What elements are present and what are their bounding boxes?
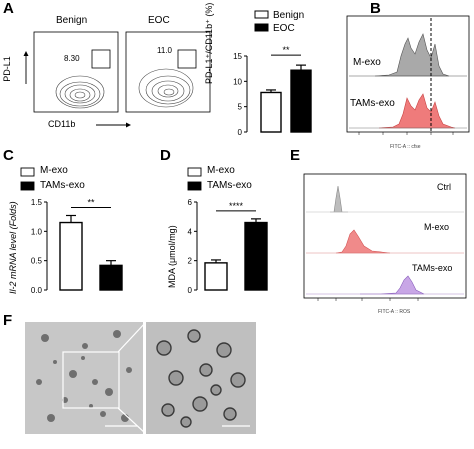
gate-value-eoc: 11.0 [157, 46, 172, 55]
histogram-m-exo [335, 229, 391, 254]
bar-tams-exo [99, 264, 123, 291]
flow-title-eoc: EOC [148, 15, 170, 26]
histogram-tams-exo [360, 275, 425, 295]
flow-title-benign: Benign [56, 15, 88, 26]
flow-x-axis-label: CD11b [48, 119, 76, 129]
flow-plot-benign [33, 31, 119, 113]
histogram-tams-exo [378, 93, 456, 129]
panel-d-legend-tams-exo: TAMs-exo [207, 180, 252, 191]
y-tick-label: 4 [188, 227, 193, 236]
chart-a-bars: Benign EOC 0 5 10 15 ** [233, 10, 312, 137]
y-tick-label: 15 [233, 52, 242, 61]
chart-d-ylabel: MDA (μmol/mg) [167, 225, 177, 288]
y-tick-label: 6 [188, 198, 193, 207]
panel-c-legend-tams-exo: TAMs-exo [40, 180, 85, 191]
y-tick-label: 0.0 [31, 286, 43, 295]
panel-e-x-axis: FITC-A :: ROS [378, 309, 411, 315]
panel-e-label-tams-exo: TAMs-exo [412, 263, 453, 273]
y-tick-label: 5 [238, 103, 243, 112]
panel-d-legend [187, 167, 202, 191]
legend-box-benign [254, 10, 269, 19]
bar-m-exo [59, 221, 83, 291]
bar-benign [260, 91, 282, 133]
panel-letter-d: D [160, 147, 171, 164]
panel-b-x-axis: FITC-A :: cfse [390, 144, 421, 150]
significance-label: ** [282, 45, 290, 55]
y-tick-label: 0.5 [31, 257, 43, 266]
bar-eoc [290, 69, 312, 133]
panel-b-label-tams-exo: TAMs-exo [350, 98, 395, 109]
y-tick-label: 2 [188, 257, 193, 266]
panel-letter-a: A [3, 0, 14, 17]
panel-e-histogram [303, 173, 467, 301]
y-tick-label: 1.0 [31, 227, 43, 236]
significance-label: ** [87, 197, 95, 207]
tem-zoom-drawing [146, 322, 256, 434]
histogram-m-exo [374, 33, 450, 77]
legend-label-benign: Benign [273, 10, 304, 21]
panel-letter-b: B [370, 0, 381, 17]
flow-y-axis-label: PD-L1 [1, 56, 12, 82]
chart-c-ylabel: Il-2 mRNA level (Folds) [8, 201, 18, 294]
histogram-ctrl [330, 185, 348, 213]
flow-plots [23, 31, 211, 128]
chart-c-bars: 0.0 0.5 1.0 1.5 ** [31, 197, 123, 295]
panel-letter-c: C [3, 147, 14, 164]
y-tick-label: 0 [188, 286, 193, 295]
panel-e-label-m-exo: M-exo [424, 222, 450, 232]
legend-label-eoc: EOC [273, 23, 295, 34]
panel-b-histogram [346, 15, 470, 135]
tem-image-overview [25, 322, 143, 434]
panel-e-label-ctrl: Ctrl [437, 182, 451, 192]
panel-letter-e: E [290, 147, 301, 164]
panel-c-legend-m-exo: M-exo [40, 165, 68, 176]
panel-b-label-m-exo: M-exo [353, 57, 381, 68]
panel-d-legend-m-exo: M-exo [207, 165, 235, 176]
tem-image-zoom [146, 322, 256, 434]
panel-letter-f: F [3, 312, 13, 329]
flow-plot-eoc [125, 31, 211, 113]
gate-value-benign: 8.30 [64, 54, 80, 63]
tem-overview-drawing [25, 322, 143, 434]
bar-tams-exo [244, 221, 268, 291]
y-tick-label: 10 [233, 77, 242, 86]
zoom-lines [118, 322, 147, 434]
significance-label: **** [229, 201, 244, 211]
y-tick-label: 0 [238, 128, 243, 137]
legend-box-eoc [254, 23, 269, 32]
panel-c-legend [20, 167, 35, 191]
y-tick-label: 1.5 [31, 198, 43, 207]
chart-a-ylabel: PD-L1⁺/CD11b⁺ (%) [204, 2, 214, 84]
chart-d-bars: 0 2 4 6 **** [188, 198, 268, 295]
bar-m-exo [204, 262, 228, 291]
